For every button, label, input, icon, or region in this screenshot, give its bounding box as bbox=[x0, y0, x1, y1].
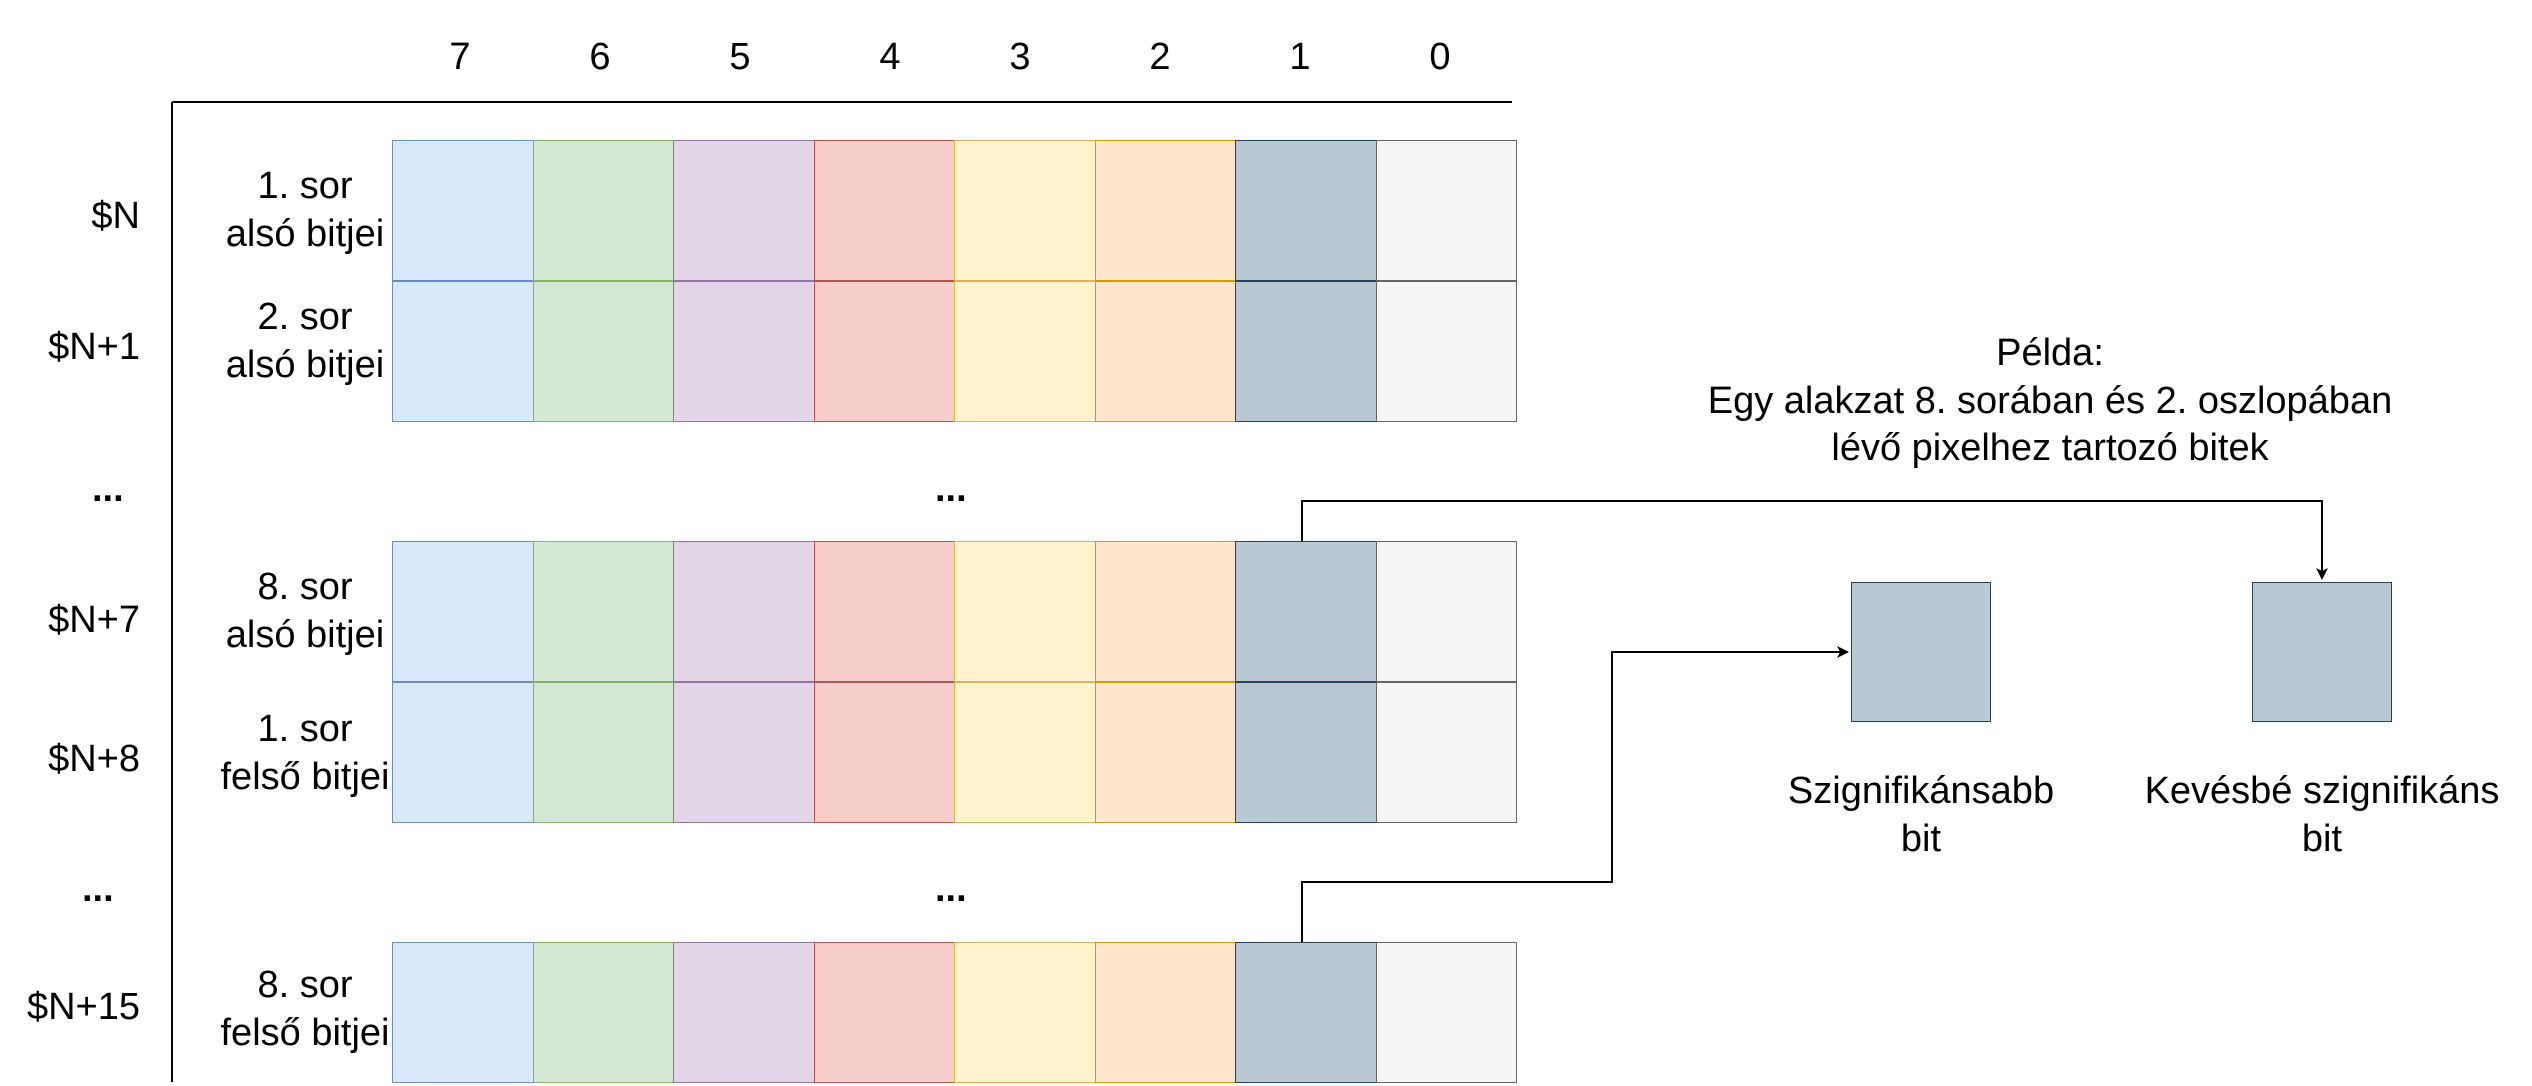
bit-row-N-bit-2 bbox=[1094, 140, 1236, 281]
address-N-plus-15: $N+15 bbox=[26, 986, 140, 1028]
bit-row-N-plus-8-bit-1 bbox=[1235, 682, 1377, 823]
column-header-6: 6 bbox=[589, 36, 611, 78]
arrow-to-msb bbox=[1301, 646, 1849, 942]
bit-row-N-bit-7 bbox=[392, 140, 534, 281]
bit-row-N-bit-5 bbox=[673, 140, 815, 281]
example-caption: Példa: Egy alakzat 8. sorában és 2. oszl… bbox=[1707, 332, 2393, 469]
bit-row-N-plus-8-bit-4 bbox=[813, 682, 955, 823]
bit-row-N-plus-15-bit-6 bbox=[532, 942, 674, 1083]
bit-row-N-plus-15-bit-1 bbox=[1235, 942, 1377, 1083]
address-N: $N bbox=[91, 195, 140, 237]
bit-row-N-plus-8-bit-0 bbox=[1375, 682, 1517, 823]
lsb-label: Kevésbé szignifikáns bit bbox=[2144, 770, 2500, 860]
bit-row-N-plus-15-bit-4 bbox=[813, 942, 955, 1083]
bit-row-N-plus-15-bit-2 bbox=[1094, 942, 1236, 1083]
bit-row-N-plus-15-bit-0 bbox=[1375, 942, 1517, 1083]
bit-row-N-plus-7-bit-6 bbox=[532, 541, 674, 682]
bit-row-N-plus-7-bit-3 bbox=[954, 541, 1096, 682]
bit-row-N-plus-7-bit-4 bbox=[813, 541, 955, 682]
bit-row-N-plus-7-bit-0 bbox=[1375, 541, 1517, 682]
bit-row-N-plus-1-bit-3 bbox=[954, 281, 1096, 422]
bit-row-N-plus-15-bit-5 bbox=[673, 942, 815, 1083]
ellipsis-address-1: ... bbox=[92, 468, 124, 510]
column-header-2: 2 bbox=[1149, 36, 1171, 78]
bit-row-N-plus-1-bit-5 bbox=[673, 281, 815, 422]
address-N-plus-7: $N+7 bbox=[48, 599, 140, 641]
column-header-4: 4 bbox=[879, 36, 901, 78]
column-header-7: 7 bbox=[449, 36, 471, 78]
bit-row-N-plus-1-bit-2 bbox=[1094, 281, 1236, 422]
ellipsis-address-2: ... bbox=[82, 868, 114, 910]
column-header-0: 0 bbox=[1429, 36, 1451, 78]
bit-row-N-plus-8-bit-3 bbox=[954, 682, 1096, 823]
arrow-to-lsb bbox=[1301, 500, 2328, 580]
lsb-bit-box bbox=[2252, 582, 2392, 722]
bit-row-N-plus-8-bit-7 bbox=[392, 682, 534, 823]
row-label-8-low: 8. sor alsó bitjei bbox=[225, 566, 385, 656]
bit-row-N-plus-8-bit-5 bbox=[673, 682, 815, 823]
bit-row-N-plus-8-bit-6 bbox=[532, 682, 674, 823]
bit-row-N-plus-1-bit-6 bbox=[532, 281, 674, 422]
bit-row-N-bit-3 bbox=[954, 140, 1096, 281]
bit-row-N-bit-0 bbox=[1375, 140, 1517, 281]
bit-row-N-bit-4 bbox=[813, 140, 955, 281]
bit-row-N-plus-7-bit-2 bbox=[1094, 541, 1236, 682]
bit-row-N-plus-15-bit-7 bbox=[392, 942, 534, 1083]
bit-row-N-plus-7-bit-7 bbox=[392, 541, 534, 682]
msb-label: Szignifikánsabb bit bbox=[1787, 770, 2055, 860]
row-label-1-low: 1. sor alsó bitjei bbox=[225, 165, 385, 255]
column-header-5: 5 bbox=[729, 36, 751, 78]
bit-row-N-plus-1-bit-1 bbox=[1235, 281, 1377, 422]
bit-row-N-plus-7-bit-1 bbox=[1235, 541, 1377, 682]
bit-row-N-plus-15-bit-3 bbox=[954, 942, 1096, 1083]
column-header-3: 3 bbox=[1009, 36, 1031, 78]
bit-row-N-bit-1 bbox=[1235, 140, 1377, 281]
bit-row-N-plus-1-bit-4 bbox=[813, 281, 955, 422]
msb-bit-box bbox=[1851, 582, 1991, 722]
ellipsis-cells-2: ... bbox=[935, 868, 967, 910]
bit-row-N-plus-1-bit-0 bbox=[1375, 281, 1517, 422]
address-N-plus-8: $N+8 bbox=[48, 738, 140, 780]
row-label-8-high: 8. sor felső bitjei bbox=[220, 964, 390, 1054]
address-N-plus-1: $N+1 bbox=[48, 326, 140, 368]
column-header-1: 1 bbox=[1289, 36, 1311, 78]
bit-row-N-plus-7-bit-5 bbox=[673, 541, 815, 682]
row-label-1-high: 1. sor felső bitjei bbox=[220, 708, 390, 798]
bit-row-N-plus-1-bit-7 bbox=[392, 281, 534, 422]
bit-row-N-plus-8-bit-2 bbox=[1094, 682, 1236, 823]
row-label-2-low: 2. sor alsó bitjei bbox=[225, 296, 385, 386]
bit-row-N-bit-6 bbox=[532, 140, 674, 281]
ellipsis-cells-1: ... bbox=[935, 468, 967, 510]
